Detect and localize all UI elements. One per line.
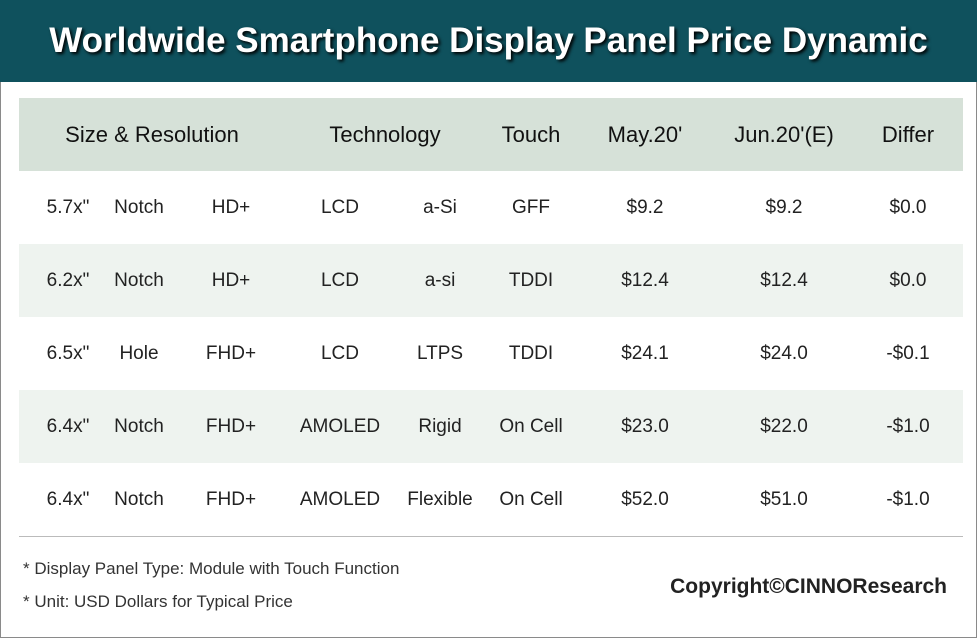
column-header: Differ bbox=[881, 122, 935, 147]
table-cell: HD+ bbox=[211, 197, 251, 218]
table-cell: a-si bbox=[424, 270, 456, 291]
table-cell: GFF bbox=[512, 197, 550, 218]
table-cell: AMOLED bbox=[299, 489, 381, 510]
table-row: 6.4x" Notch FHD+ AMOLED Flexible On Cell $52.0… bbox=[19, 463, 963, 536]
divider bbox=[19, 536, 963, 537]
table-cell: $24.1 bbox=[621, 343, 669, 364]
table-cell: LCD bbox=[320, 270, 360, 291]
table-cell: 6.4x" bbox=[46, 416, 90, 437]
table-cell: TDDI bbox=[508, 343, 554, 364]
column-header: Touch bbox=[501, 122, 561, 147]
table-cell: $24.0 bbox=[760, 343, 808, 364]
table-cell: $12.4 bbox=[760, 270, 808, 291]
table-cell: 6.2x" bbox=[46, 270, 90, 291]
table-cell: $23.0 bbox=[621, 416, 669, 437]
column-header: Jun.20'(E) bbox=[734, 122, 834, 147]
table-cell: Notch bbox=[114, 270, 164, 291]
table-cell: $0.0 bbox=[889, 197, 927, 218]
table-row: 6.4x" Notch FHD+ AMOLED Rigid On Cell $23.0 $22… bbox=[19, 390, 963, 463]
table-row: 6.2x" Notch HD+ LCD a-si TDDI $12.4 $12.4 $0.0 bbox=[19, 244, 963, 317]
table-cell: -$1.0 bbox=[886, 416, 930, 437]
column-header: Size & Resolution bbox=[65, 122, 239, 147]
table-cell: $9.2 bbox=[765, 197, 803, 218]
table-cell: $0.0 bbox=[889, 270, 927, 291]
table-cell: LCD bbox=[320, 343, 360, 364]
table-cell: $12.4 bbox=[621, 270, 669, 291]
table-cell: -$0.1 bbox=[886, 343, 930, 364]
copyright: Copyright©CINNOResearch bbox=[670, 575, 947, 598]
price-table: Size & Resolution Technology Touch May.20' J… bbox=[19, 98, 963, 536]
table-cell: $52.0 bbox=[621, 489, 669, 510]
table-cell: On Cell bbox=[499, 489, 563, 510]
table-header: Size & Resolution Technology Touch May.20' J… bbox=[19, 98, 963, 171]
title: Worldwide Smartphone Display Panel Price… bbox=[0, 0, 977, 82]
table-cell: Notch bbox=[114, 489, 164, 510]
table-cell: a-Si bbox=[423, 197, 457, 218]
table-cell: $9.2 bbox=[626, 197, 664, 218]
table-cell: HD+ bbox=[211, 270, 251, 291]
table-cell: Flexible bbox=[407, 489, 473, 510]
table-cell: AMOLED bbox=[299, 416, 381, 437]
table-cell: $22.0 bbox=[760, 416, 808, 437]
table-cell: FHD+ bbox=[205, 343, 257, 364]
column-header: May.20' bbox=[607, 122, 683, 147]
table-cell: Notch bbox=[114, 197, 164, 218]
table-cell: Hole bbox=[119, 343, 159, 364]
table-cell: -$1.0 bbox=[886, 489, 930, 510]
table-cell: FHD+ bbox=[205, 416, 257, 437]
table-row: 6.5x" Hole FHD+ LCD LTPS TDDI $24.1 $24.0 -$0.1 bbox=[19, 317, 963, 390]
table-cell: LTPS bbox=[416, 343, 464, 364]
note-unit: * Unit: USD Dollars for Typical Price bbox=[23, 592, 293, 611]
table-row: 5.7x" Notch HD+ LCD a-Si GFF $9.2 $9.2 $0.0 bbox=[19, 171, 963, 244]
table-cell: $51.0 bbox=[760, 489, 808, 510]
column-header: Technology bbox=[329, 122, 441, 147]
table-cell: FHD+ bbox=[205, 489, 257, 510]
table-cell: 6.4x" bbox=[46, 489, 90, 510]
table-cell: Rigid bbox=[418, 416, 462, 437]
table-cell: On Cell bbox=[499, 416, 563, 437]
table-cell: TDDI bbox=[508, 270, 554, 291]
note-panel-type: * Display Panel Type: Module with Touch … bbox=[23, 559, 400, 578]
table-cell: 5.7x" bbox=[46, 197, 90, 218]
table-cell: LCD bbox=[320, 197, 360, 218]
table-cell: 6.5x" bbox=[46, 343, 90, 364]
table-cell: Notch bbox=[114, 416, 164, 437]
